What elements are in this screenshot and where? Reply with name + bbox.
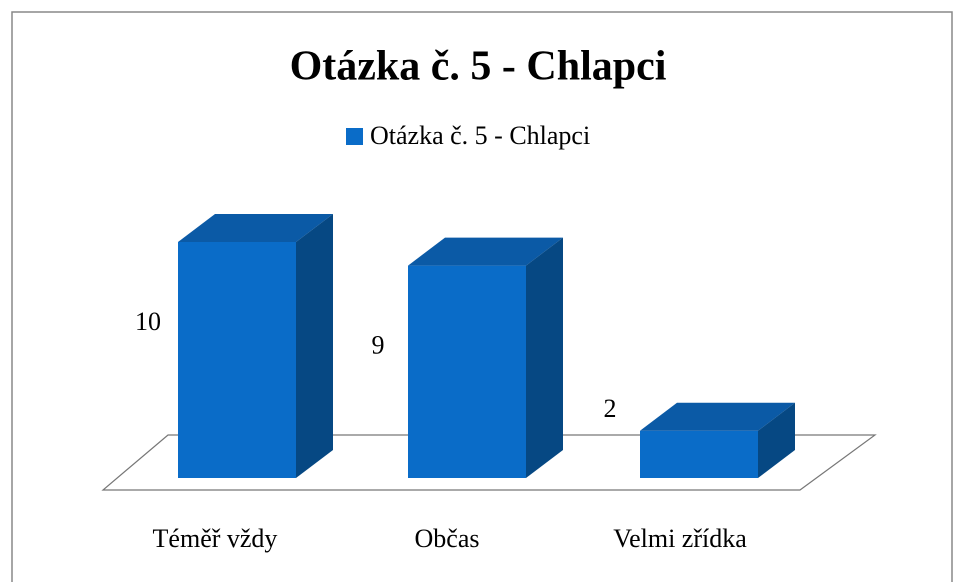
x-tick-label: Téměř vždy bbox=[153, 524, 278, 553]
legend-label: Otázka č. 5 - Chlapci bbox=[370, 121, 590, 150]
bar-front bbox=[178, 242, 296, 478]
chart-title: Otázka č. 5 - Chlapci bbox=[290, 44, 667, 90]
bar bbox=[640, 402, 795, 478]
bar-side bbox=[758, 402, 795, 478]
bar-side bbox=[296, 214, 333, 478]
bar-front bbox=[408, 265, 526, 478]
bar-side bbox=[526, 237, 563, 478]
x-tick-label: Velmi zřídka bbox=[613, 524, 747, 553]
bar-top bbox=[178, 214, 333, 242]
bar-top bbox=[640, 402, 795, 431]
legend-swatch bbox=[346, 128, 363, 145]
data-label: 9 bbox=[372, 331, 385, 360]
bar-top bbox=[408, 237, 563, 266]
bar bbox=[408, 237, 563, 478]
data-label: 10 bbox=[135, 307, 161, 336]
bar-front bbox=[640, 430, 758, 478]
x-tick-label: Občas bbox=[415, 524, 480, 553]
bar bbox=[178, 214, 333, 478]
data-label: 2 bbox=[604, 394, 617, 423]
